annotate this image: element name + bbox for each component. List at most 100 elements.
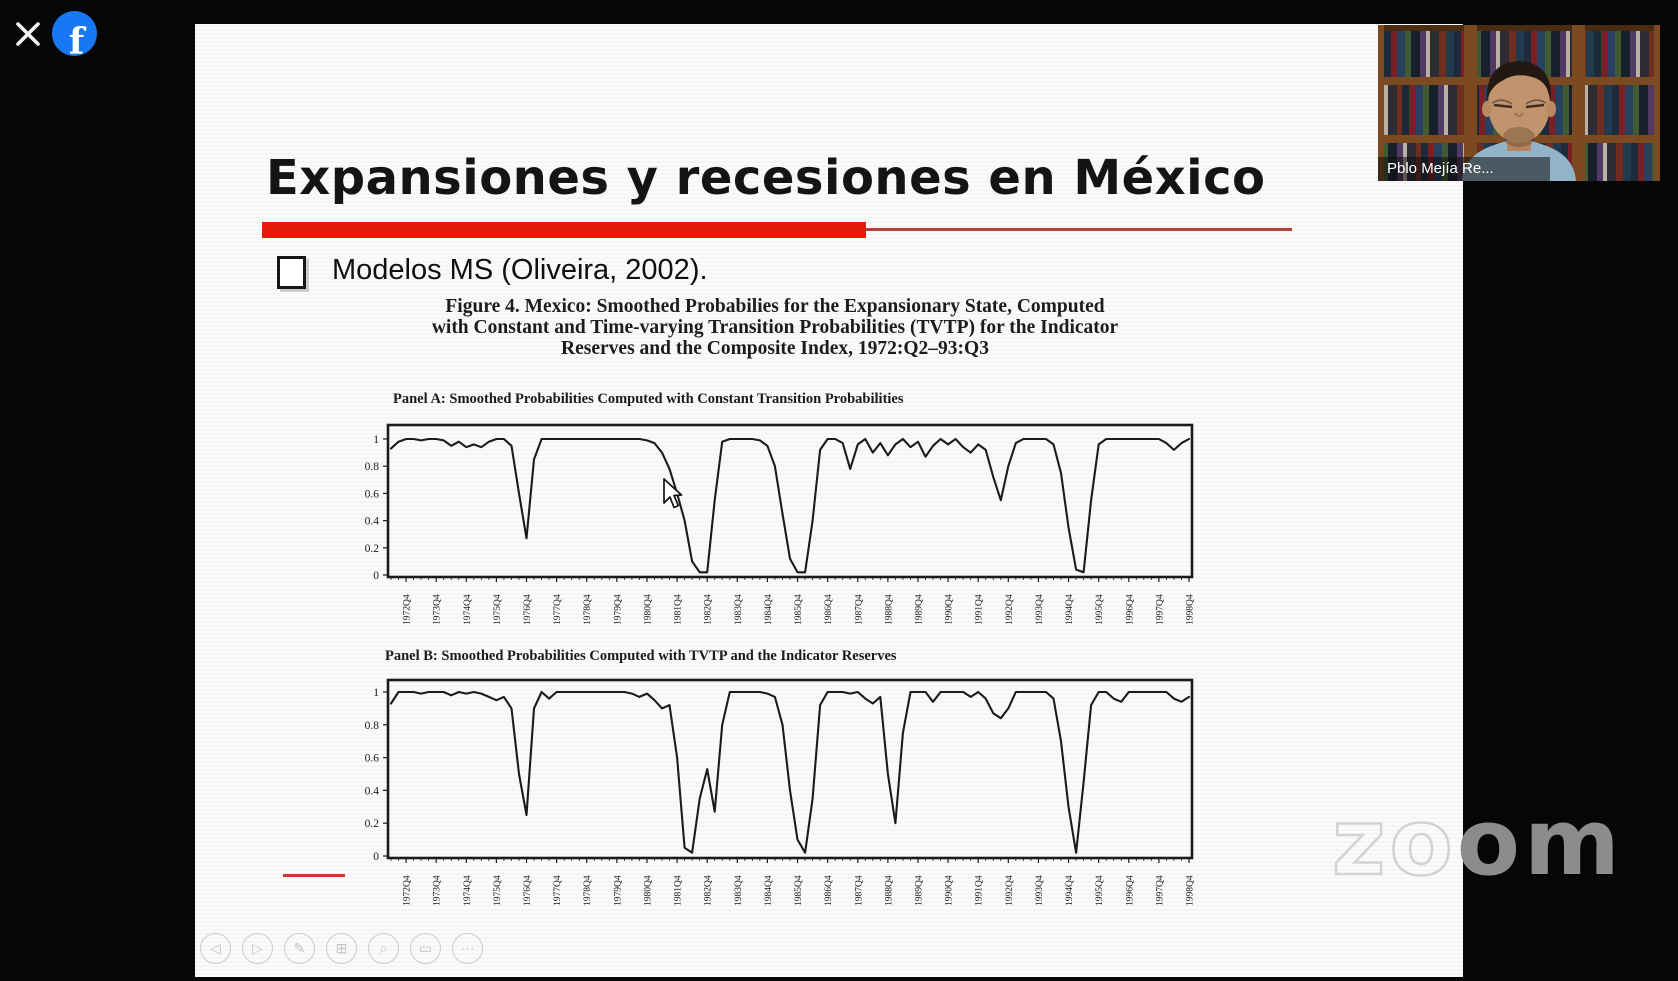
svg-text:1997Q4: 1997Q4 xyxy=(1155,875,1165,906)
svg-text:1983Q4: 1983Q4 xyxy=(734,594,744,625)
svg-text:1986Q4: 1986Q4 xyxy=(824,594,834,625)
svg-text:1994Q4: 1994Q4 xyxy=(1065,594,1075,625)
svg-text:1975Q4: 1975Q4 xyxy=(493,594,503,625)
svg-text:1980Q4: 1980Q4 xyxy=(643,875,653,906)
svg-text:1989Q4: 1989Q4 xyxy=(914,594,924,625)
svg-text:1995Q4: 1995Q4 xyxy=(1095,875,1105,906)
svg-text:1994Q4: 1994Q4 xyxy=(1065,875,1075,906)
svg-text:1996Q4: 1996Q4 xyxy=(1125,594,1135,625)
pen-icon: ✎ xyxy=(293,940,306,956)
screen-view-button[interactable]: ▭ xyxy=(410,933,441,964)
svg-text:1976Q4: 1976Q4 xyxy=(523,875,533,906)
shelf-plank xyxy=(1464,25,1477,181)
svg-text:1993Q4: 1993Q4 xyxy=(1035,875,1045,906)
more-options-button[interactable]: ⋯ xyxy=(452,933,483,964)
svg-text:1979Q4: 1979Q4 xyxy=(613,594,623,625)
panel-b-title: Panel B: Smoothed Probabilities Computed… xyxy=(385,648,897,664)
grid-icon: ⊞ xyxy=(335,940,348,956)
svg-text:0.6: 0.6 xyxy=(365,488,380,500)
svg-text:1975Q4: 1975Q4 xyxy=(493,875,503,906)
svg-text:0.8: 0.8 xyxy=(365,720,380,732)
screen-icon: ▭ xyxy=(418,940,433,956)
svg-text:1996Q4: 1996Q4 xyxy=(1125,875,1135,906)
shelf-plank xyxy=(1572,25,1585,181)
close-icon[interactable] xyxy=(14,20,42,48)
zoom-watermark-right: om xyxy=(1456,789,1624,896)
figure-caption-line: with Constant and Time-varying Transitio… xyxy=(431,317,1119,338)
facebook-icon[interactable]: f xyxy=(52,11,97,56)
svg-text:1983Q4: 1983Q4 xyxy=(734,875,744,906)
title-underline-bar xyxy=(262,222,866,238)
svg-text:1985Q4: 1985Q4 xyxy=(794,594,804,625)
presentation-toolbar: ◁ ▷ ✎ ⊞ ⌕ ▭ ⋯ xyxy=(200,933,483,967)
svg-text:1987Q4: 1987Q4 xyxy=(854,594,864,625)
svg-text:1973Q4: 1973Q4 xyxy=(433,594,443,625)
svg-text:1984Q4: 1984Q4 xyxy=(764,594,774,625)
svg-text:1: 1 xyxy=(373,687,379,699)
svg-text:1974Q4: 1974Q4 xyxy=(463,594,473,625)
svg-text:0.2: 0.2 xyxy=(365,818,380,830)
svg-text:1998Q4: 1998Q4 xyxy=(1186,594,1196,625)
bullet-checkbox-icon xyxy=(277,256,306,289)
svg-text:1989Q4: 1989Q4 xyxy=(914,875,924,906)
previous-arrow-icon: ◁ xyxy=(210,940,221,956)
svg-text:1982Q4: 1982Q4 xyxy=(704,594,714,625)
svg-text:1992Q4: 1992Q4 xyxy=(1005,594,1015,625)
svg-text:1977Q4: 1977Q4 xyxy=(553,875,563,906)
svg-text:1974Q4: 1974Q4 xyxy=(463,875,473,906)
svg-text:1978Q4: 1978Q4 xyxy=(583,594,593,625)
next-slide-button[interactable]: ▷ xyxy=(242,933,273,964)
svg-text:0: 0 xyxy=(373,570,379,582)
ellipsis-icon: ⋯ xyxy=(460,940,475,956)
title-underline-line xyxy=(866,228,1292,231)
svg-text:1973Q4: 1973Q4 xyxy=(433,875,443,906)
shelf-plank xyxy=(1654,25,1660,181)
svg-text:0.4: 0.4 xyxy=(365,516,380,528)
svg-text:1976Q4: 1976Q4 xyxy=(523,594,533,625)
participant-video[interactable]: Pblo Mejía Re... xyxy=(1378,25,1660,181)
svg-text:1993Q4: 1993Q4 xyxy=(1035,594,1045,625)
panel-b-chart: 1 0.8 0.6 0.4 0.2 0 1972Q4 1973Q4 1974Q4 1975Q4 19… xyxy=(365,678,1196,906)
svg-text:1978Q4: 1978Q4 xyxy=(583,875,593,906)
slide-sorter-button[interactable]: ⊞ xyxy=(326,933,357,964)
svg-text:1991Q4: 1991Q4 xyxy=(975,594,985,625)
bullet-text: Modelos MS (Oliveira, 2002). xyxy=(332,254,708,286)
participant-name-badge: Pblo Mejía Re... xyxy=(1378,157,1550,181)
svg-text:0.6: 0.6 xyxy=(365,753,380,765)
svg-text:1992Q4: 1992Q4 xyxy=(1005,875,1015,906)
svg-text:1977Q4: 1977Q4 xyxy=(553,594,563,625)
svg-text:1990Q4: 1990Q4 xyxy=(945,594,955,625)
panel-a-title: Panel A: Smoothed Probabilities Computed… xyxy=(393,391,904,407)
next-arrow-icon: ▷ xyxy=(252,940,263,956)
svg-text:1998Q4: 1998Q4 xyxy=(1186,875,1196,906)
svg-text:0.4: 0.4 xyxy=(365,785,380,797)
zoom-tool-button[interactable]: ⌕ xyxy=(368,933,399,964)
facebook-glyph: f xyxy=(68,21,85,56)
svg-text:1995Q4: 1995Q4 xyxy=(1095,594,1105,625)
svg-text:1988Q4: 1988Q4 xyxy=(884,875,894,906)
panel-a-chart: 1 0.8 0.6 0.4 0.2 0 1972Q4 1973Q4 1974Q4 1975Q4 19… xyxy=(365,423,1196,625)
svg-text:1990Q4: 1990Q4 xyxy=(945,875,955,906)
svg-text:0.8: 0.8 xyxy=(365,461,380,473)
previous-slide-button[interactable]: ◁ xyxy=(200,933,231,964)
svg-text:1972Q4: 1972Q4 xyxy=(403,875,413,906)
mouse-cursor-icon xyxy=(663,478,683,509)
svg-text:1985Q4: 1985Q4 xyxy=(794,875,804,906)
svg-text:1986Q4: 1986Q4 xyxy=(824,875,834,906)
svg-text:1981Q4: 1981Q4 xyxy=(674,594,684,625)
svg-text:1987Q4: 1987Q4 xyxy=(854,875,864,906)
figure-caption: Figure 4. Mexico: Smoothed Probabilies f… xyxy=(345,296,1205,359)
svg-text:0: 0 xyxy=(373,851,379,863)
zoom-watermark: zoom xyxy=(1331,795,1624,890)
svg-text:1972Q4: 1972Q4 xyxy=(403,594,413,625)
svg-text:1981Q4: 1981Q4 xyxy=(674,875,684,906)
pen-tool-button[interactable]: ✎ xyxy=(284,933,315,964)
svg-text:1979Q4: 1979Q4 xyxy=(613,875,623,906)
svg-text:1997Q4: 1997Q4 xyxy=(1155,594,1165,625)
slide-footer-line xyxy=(283,874,345,877)
svg-text:1: 1 xyxy=(373,434,379,446)
svg-text:1991Q4: 1991Q4 xyxy=(975,875,985,906)
shared-slide xyxy=(195,24,1463,977)
figure-caption-line: Reserves and the Composite Index, 1972:Q… xyxy=(561,338,989,359)
